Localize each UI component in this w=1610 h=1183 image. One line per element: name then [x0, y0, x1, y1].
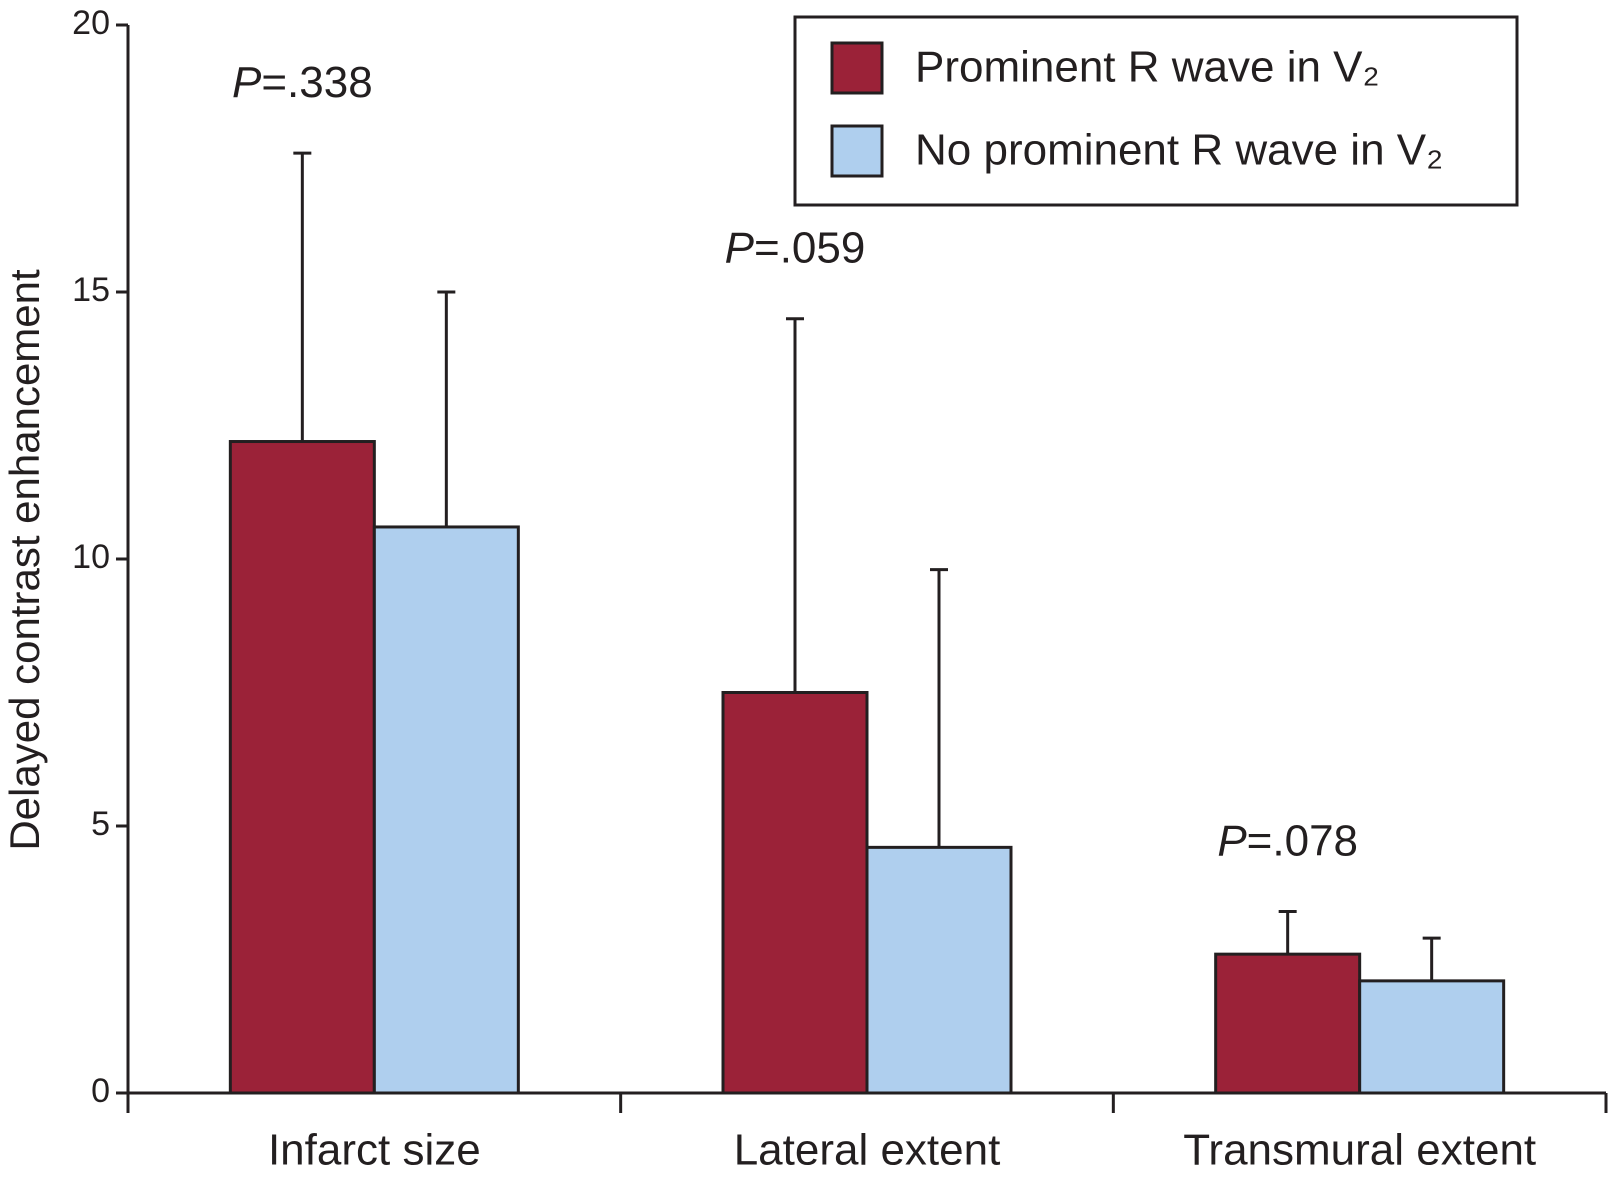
- legend-label: Prominent R wave in V₂: [915, 43, 1380, 92]
- y-tick-label: 10: [72, 538, 110, 576]
- annotation-text: =.078: [1247, 816, 1358, 865]
- x-tick-label: Infarct size: [268, 1126, 481, 1175]
- legend-swatch: [830, 124, 884, 178]
- x-tick-label: Transmural extent: [1183, 1126, 1536, 1175]
- y-tick-label: 20: [72, 4, 110, 42]
- annotation: P=.059: [725, 223, 866, 272]
- annotation: P=.078: [1217, 816, 1358, 865]
- y-tick-label: 0: [91, 1072, 110, 1110]
- y-tick-label: 15: [72, 271, 110, 309]
- annotation-text: =.059: [754, 223, 865, 272]
- annotation-text: =.338: [261, 58, 372, 107]
- y-tick-label: 5: [91, 805, 110, 843]
- annotation-italic: P: [1217, 816, 1247, 865]
- bar: [372, 525, 520, 1095]
- legend-label: No prominent R wave in V₂: [915, 126, 1443, 175]
- legend-box: [793, 15, 1519, 207]
- bar: [865, 845, 1013, 1095]
- bar: [721, 691, 869, 1095]
- y-axis-label: Delayed contrast enhancement: [1, 269, 48, 851]
- legend-swatch: [830, 41, 884, 95]
- annotation: P=.338: [232, 58, 373, 107]
- bar: [1358, 979, 1506, 1095]
- annotation-italic: P: [232, 58, 262, 107]
- bar: [1214, 952, 1362, 1095]
- x-tick-label: Lateral extent: [734, 1126, 1001, 1175]
- annotation-italic: P: [725, 223, 755, 272]
- bar: [228, 440, 376, 1095]
